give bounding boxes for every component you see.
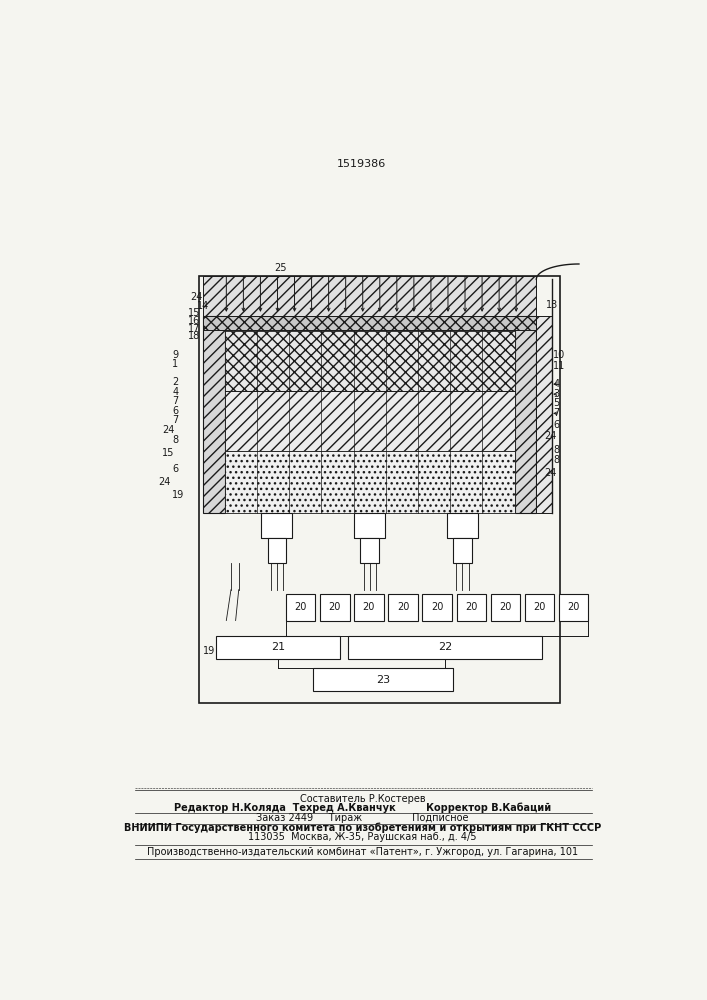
Bar bbox=[199, 276, 559, 703]
Text: 18: 18 bbox=[187, 331, 200, 341]
Text: 23: 23 bbox=[376, 675, 390, 685]
Text: 24: 24 bbox=[162, 425, 175, 435]
Text: 15: 15 bbox=[162, 448, 175, 458]
Text: 24: 24 bbox=[544, 431, 556, 441]
Text: 4: 4 bbox=[172, 387, 178, 397]
Text: 13: 13 bbox=[546, 300, 558, 310]
Text: 20: 20 bbox=[567, 602, 580, 612]
Text: 3: 3 bbox=[554, 389, 559, 399]
Text: Производственно-издательский комбинат «Патент», г. Ужгород, ул. Гагарина, 101: Производственно-издательский комбинат «П… bbox=[147, 847, 578, 857]
Text: Редактор Н.Коляда  Техред А.Кванчук         Корректор В.Кабаций: Редактор Н.Коляда Техред А.Кванчук Корре… bbox=[174, 802, 551, 813]
Bar bbox=[203, 316, 537, 330]
Text: 21: 21 bbox=[271, 642, 286, 652]
Text: 20: 20 bbox=[363, 602, 375, 612]
Text: 19: 19 bbox=[203, 646, 216, 656]
Text: 8: 8 bbox=[172, 435, 178, 445]
Bar bbox=[354, 594, 384, 620]
Text: 7: 7 bbox=[172, 396, 178, 406]
Text: 24: 24 bbox=[191, 292, 203, 302]
Text: 1519386: 1519386 bbox=[337, 159, 387, 169]
Bar bbox=[348, 636, 542, 659]
Text: 24: 24 bbox=[158, 477, 170, 487]
Text: ВНИИПИ Государственного комитета по изобретениям и открытиям при ГКНТ СССР: ВНИИПИ Государственного комитета по изоб… bbox=[124, 822, 601, 833]
Bar bbox=[361, 538, 379, 563]
Bar bbox=[225, 391, 515, 451]
Text: 20: 20 bbox=[533, 602, 546, 612]
Text: 7: 7 bbox=[172, 415, 178, 425]
Bar bbox=[268, 538, 286, 563]
Bar bbox=[203, 316, 225, 513]
Bar bbox=[447, 513, 478, 538]
Bar bbox=[453, 538, 472, 563]
Text: 8: 8 bbox=[554, 455, 559, 465]
Bar bbox=[491, 594, 520, 620]
Text: 14: 14 bbox=[197, 301, 209, 311]
Text: 113035  Москва, Ж-35, Раушская наб., д. 4/5: 113035 Москва, Ж-35, Раушская наб., д. 4… bbox=[248, 832, 477, 842]
Text: 20: 20 bbox=[397, 602, 409, 612]
Text: 19: 19 bbox=[172, 490, 185, 500]
Text: 1: 1 bbox=[172, 359, 178, 369]
Bar bbox=[515, 316, 537, 513]
Bar bbox=[216, 636, 340, 659]
Text: 6: 6 bbox=[554, 420, 559, 430]
Text: 9: 9 bbox=[172, 350, 178, 360]
Text: 5: 5 bbox=[554, 398, 560, 408]
Text: 16: 16 bbox=[187, 316, 200, 326]
Bar bbox=[203, 276, 537, 316]
Text: 20: 20 bbox=[431, 602, 443, 612]
Text: 2: 2 bbox=[172, 377, 178, 387]
Bar bbox=[225, 331, 515, 391]
Text: 15: 15 bbox=[187, 308, 200, 318]
Bar bbox=[354, 513, 385, 538]
Bar bbox=[262, 513, 293, 538]
Bar bbox=[537, 316, 552, 513]
Bar bbox=[225, 451, 515, 513]
Text: 7: 7 bbox=[554, 408, 560, 418]
Text: 6: 6 bbox=[172, 406, 178, 416]
Text: 20: 20 bbox=[329, 602, 341, 612]
Text: 25: 25 bbox=[274, 263, 287, 273]
Text: 4: 4 bbox=[554, 379, 559, 389]
Bar bbox=[320, 594, 349, 620]
Text: 10: 10 bbox=[554, 350, 566, 360]
Text: 24: 24 bbox=[544, 468, 556, 478]
Text: 20: 20 bbox=[295, 602, 307, 612]
Text: 11: 11 bbox=[554, 361, 566, 371]
Text: 22: 22 bbox=[438, 642, 452, 652]
Bar bbox=[388, 594, 418, 620]
Text: 8: 8 bbox=[554, 445, 559, 455]
Text: 20: 20 bbox=[465, 602, 477, 612]
Text: 20: 20 bbox=[499, 602, 511, 612]
Bar bbox=[525, 594, 554, 620]
Bar bbox=[286, 594, 315, 620]
Text: 17: 17 bbox=[187, 324, 200, 334]
Text: Заказ 2449     Тираж                Подписное: Заказ 2449 Тираж Подписное bbox=[256, 813, 469, 823]
Bar bbox=[313, 668, 452, 691]
Text: 6: 6 bbox=[172, 464, 178, 474]
Bar bbox=[457, 594, 486, 620]
Text: Составитель Р.Костерев: Составитель Р.Костерев bbox=[300, 794, 425, 804]
Bar bbox=[422, 594, 452, 620]
Bar bbox=[559, 594, 588, 620]
